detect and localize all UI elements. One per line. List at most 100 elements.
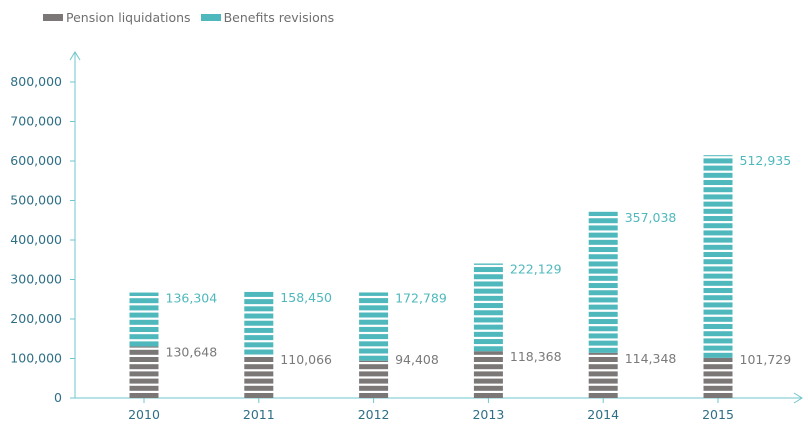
bar-stripe bbox=[703, 378, 733, 384]
bar-stripe bbox=[703, 252, 733, 258]
bar-stripe bbox=[244, 393, 274, 398]
bar-stripe bbox=[703, 172, 733, 178]
data-label-pension-liquidations: 114,348 bbox=[625, 351, 677, 366]
legend-swatch-pension-liquidations bbox=[43, 13, 63, 21]
bar-stripe bbox=[703, 295, 733, 301]
bar-stripe bbox=[703, 259, 733, 265]
bar-stripe bbox=[473, 364, 503, 370]
bar-stripe bbox=[473, 317, 503, 323]
bar-stripe bbox=[588, 378, 618, 384]
bar-stripe bbox=[588, 357, 618, 362]
bar-stripe bbox=[703, 324, 733, 330]
bar-stripe bbox=[244, 357, 274, 362]
data-label-benefits-revisions: 158,450 bbox=[280, 290, 332, 305]
bar-stripe bbox=[244, 335, 274, 341]
bar-stripe bbox=[473, 357, 503, 362]
legend-label-pension-liquidations: Pension liquidations bbox=[66, 9, 191, 25]
bar-stripe bbox=[703, 357, 733, 362]
bar-stripe bbox=[473, 339, 503, 345]
bar-stripe bbox=[703, 158, 733, 164]
bar-stripe bbox=[588, 297, 618, 303]
data-label-benefits-revisions: 512,935 bbox=[740, 153, 792, 168]
bar-stripe bbox=[473, 378, 503, 384]
bar-stripe bbox=[588, 225, 618, 231]
x-axis-arrow bbox=[793, 392, 803, 404]
bar-stripe bbox=[588, 211, 618, 217]
bar-stripe bbox=[244, 371, 274, 377]
x-tick-label: 2011 bbox=[243, 407, 275, 422]
bar-stripe bbox=[703, 187, 733, 193]
bar-stripe bbox=[588, 371, 618, 377]
bar-pension-liquidations bbox=[129, 346, 159, 398]
bar-stripe bbox=[703, 331, 733, 337]
data-label-pension-liquidations: 94,408 bbox=[395, 352, 439, 367]
bar-stripe bbox=[588, 218, 618, 224]
bar-stripe bbox=[703, 288, 733, 294]
bar-benefits-revisions bbox=[703, 155, 733, 358]
chart-legend: Pension liquidations Benefits revisions bbox=[43, 8, 344, 26]
y-tick-label: 700,000 bbox=[10, 114, 62, 129]
y-tick-label: 600,000 bbox=[10, 153, 62, 168]
bar-stripe bbox=[473, 331, 503, 337]
bar-stripe bbox=[359, 305, 389, 311]
bar-stripe bbox=[359, 371, 389, 377]
bar-pension-liquidations bbox=[703, 357, 733, 398]
x-tick-label: 2010 bbox=[128, 407, 160, 422]
bar-stripe bbox=[244, 313, 274, 319]
bar-stripe bbox=[703, 201, 733, 207]
bar-stripe bbox=[588, 311, 618, 317]
bar-stripe bbox=[588, 333, 618, 339]
bar-stripe bbox=[129, 378, 159, 384]
bar-stripe bbox=[588, 247, 618, 253]
bar-benefits-revisions bbox=[244, 291, 274, 355]
bar-stripe bbox=[473, 393, 503, 398]
y-tick-label: 300,000 bbox=[10, 272, 62, 287]
bar-stripe bbox=[244, 385, 274, 391]
bar-stripe bbox=[359, 355, 389, 361]
bar-stripe bbox=[473, 274, 503, 280]
bar-stripe bbox=[473, 324, 503, 330]
x-tick-label: 2015 bbox=[702, 407, 734, 422]
bar-benefits-revisions bbox=[359, 292, 389, 361]
bar-stripe bbox=[703, 338, 733, 344]
y-axis-arrow bbox=[69, 51, 81, 61]
bar-stripe bbox=[129, 292, 159, 296]
bar-stripe bbox=[244, 327, 274, 333]
bar-stripe bbox=[588, 326, 618, 332]
legend-item-benefits-revisions: Benefits revisions bbox=[200, 10, 334, 25]
bar-stripe bbox=[244, 342, 274, 348]
bar-pension-liquidations bbox=[588, 352, 618, 398]
bar-stripe bbox=[129, 298, 159, 304]
bar-stripe bbox=[129, 312, 159, 318]
bar-pension-liquidations bbox=[244, 357, 274, 398]
bar-stripe bbox=[588, 232, 618, 238]
bar-stripe bbox=[129, 319, 159, 325]
legend-item-pension-liquidations: Pension liquidations bbox=[43, 10, 191, 25]
bar-stripe bbox=[703, 280, 733, 286]
bar-stripe bbox=[703, 266, 733, 272]
bar-stripe bbox=[129, 341, 159, 347]
bar-stripe bbox=[359, 360, 389, 362]
bar-stripe bbox=[473, 385, 503, 391]
bar-stripe bbox=[129, 385, 159, 391]
bar-stripe bbox=[588, 239, 618, 245]
bar-stripe bbox=[703, 223, 733, 229]
bar-stripe bbox=[473, 263, 503, 265]
bar-stripe bbox=[703, 309, 733, 315]
bar-stripe bbox=[244, 306, 274, 312]
bar-stripe bbox=[129, 371, 159, 377]
bar-stripe bbox=[703, 364, 733, 370]
y-tick-label: 200,000 bbox=[10, 311, 62, 326]
bar-stripe bbox=[129, 326, 159, 332]
y-tick-label: 800,000 bbox=[10, 74, 62, 89]
bar-stripe bbox=[359, 364, 389, 370]
data-label-benefits-revisions: 357,038 bbox=[625, 210, 677, 225]
bar-stripe bbox=[129, 349, 159, 355]
bar-stripe bbox=[588, 290, 618, 296]
bar-stripe bbox=[703, 244, 733, 250]
bar-stripe bbox=[359, 326, 389, 332]
bar-stripe bbox=[473, 303, 503, 309]
bar-stripe bbox=[359, 334, 389, 340]
bar-stripe bbox=[588, 261, 618, 267]
bar-stripe bbox=[244, 299, 274, 305]
